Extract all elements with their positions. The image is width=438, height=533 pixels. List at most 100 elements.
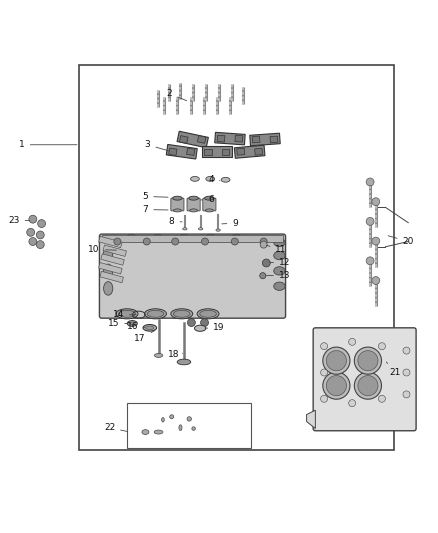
Text: 6: 6 — [201, 196, 214, 205]
Bar — [102, 236, 283, 241]
Ellipse shape — [190, 209, 198, 212]
Circle shape — [372, 237, 380, 245]
Circle shape — [403, 391, 410, 398]
Circle shape — [36, 231, 44, 239]
Circle shape — [323, 347, 350, 374]
Ellipse shape — [171, 309, 193, 319]
Bar — [127, 403, 251, 448]
Text: 14: 14 — [113, 310, 136, 319]
Circle shape — [323, 372, 350, 399]
Bar — [270, 136, 278, 143]
Text: 3: 3 — [145, 140, 169, 151]
Ellipse shape — [274, 266, 285, 275]
Circle shape — [27, 229, 35, 236]
Ellipse shape — [274, 282, 285, 290]
Ellipse shape — [103, 264, 113, 278]
Ellipse shape — [143, 325, 157, 331]
Bar — [235, 135, 243, 142]
Ellipse shape — [129, 322, 135, 325]
Circle shape — [378, 343, 385, 350]
Circle shape — [366, 178, 374, 186]
Bar — [103, 245, 127, 256]
Ellipse shape — [216, 229, 220, 231]
Ellipse shape — [173, 209, 181, 212]
Ellipse shape — [173, 310, 190, 317]
Circle shape — [366, 217, 374, 225]
Text: 8: 8 — [169, 217, 182, 227]
Circle shape — [326, 376, 346, 395]
Circle shape — [372, 277, 380, 285]
Polygon shape — [307, 410, 315, 429]
Circle shape — [29, 215, 37, 223]
Ellipse shape — [154, 430, 163, 434]
Circle shape — [321, 369, 328, 376]
Text: 2: 2 — [167, 89, 187, 101]
Bar — [234, 145, 265, 158]
Circle shape — [260, 241, 267, 248]
Bar — [187, 148, 195, 156]
Bar — [204, 149, 212, 155]
Ellipse shape — [206, 235, 214, 240]
Ellipse shape — [127, 235, 136, 240]
Circle shape — [172, 238, 179, 245]
Ellipse shape — [194, 325, 206, 332]
Circle shape — [366, 257, 374, 265]
Ellipse shape — [198, 228, 203, 230]
Ellipse shape — [142, 430, 149, 434]
Text: 21: 21 — [386, 362, 401, 377]
FancyBboxPatch shape — [313, 328, 416, 431]
Bar — [169, 148, 177, 156]
Circle shape — [201, 238, 208, 245]
Text: 15: 15 — [108, 319, 127, 328]
Ellipse shape — [205, 209, 213, 212]
Circle shape — [354, 372, 381, 399]
Bar — [101, 254, 124, 265]
Text: 19: 19 — [205, 324, 225, 332]
Ellipse shape — [197, 309, 219, 319]
Circle shape — [262, 259, 270, 267]
Circle shape — [231, 238, 238, 245]
Ellipse shape — [153, 235, 162, 240]
Circle shape — [403, 369, 410, 376]
Ellipse shape — [154, 353, 162, 358]
Circle shape — [378, 395, 385, 402]
Circle shape — [36, 241, 44, 248]
Circle shape — [260, 238, 267, 245]
Ellipse shape — [127, 320, 137, 326]
Ellipse shape — [145, 309, 166, 319]
Text: 5: 5 — [142, 192, 168, 201]
Text: 7: 7 — [142, 205, 168, 214]
FancyBboxPatch shape — [171, 198, 184, 211]
Circle shape — [38, 220, 46, 228]
Circle shape — [349, 338, 356, 345]
Bar — [99, 236, 122, 248]
Bar — [177, 131, 208, 148]
Circle shape — [114, 238, 121, 245]
Ellipse shape — [187, 417, 191, 421]
Circle shape — [29, 238, 37, 246]
Ellipse shape — [145, 326, 154, 329]
Text: 20: 20 — [388, 236, 414, 246]
FancyBboxPatch shape — [187, 198, 200, 211]
Circle shape — [260, 273, 266, 279]
Text: 18: 18 — [168, 350, 183, 359]
Bar — [198, 135, 206, 143]
Ellipse shape — [170, 415, 173, 419]
Bar — [215, 132, 245, 145]
Bar — [250, 133, 280, 146]
Bar — [252, 136, 260, 143]
Bar — [100, 271, 124, 282]
Ellipse shape — [180, 235, 188, 240]
Ellipse shape — [177, 359, 191, 365]
Text: 4: 4 — [208, 175, 220, 184]
Bar — [237, 148, 245, 155]
Ellipse shape — [116, 309, 138, 319]
Bar — [79, 65, 394, 450]
FancyBboxPatch shape — [203, 198, 216, 211]
Bar — [166, 144, 197, 159]
Ellipse shape — [179, 425, 182, 431]
Ellipse shape — [274, 252, 285, 260]
Bar — [180, 135, 188, 143]
Ellipse shape — [205, 196, 214, 200]
Circle shape — [403, 347, 410, 354]
